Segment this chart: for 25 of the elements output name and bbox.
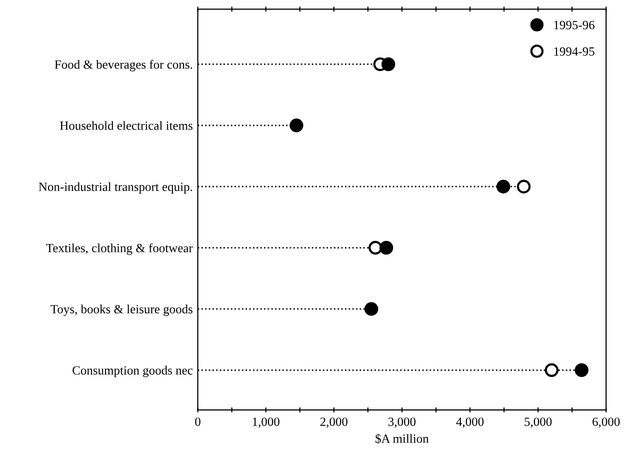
legend-label: 1994-95 xyxy=(554,47,594,56)
point xyxy=(290,118,304,132)
point xyxy=(496,180,510,194)
point xyxy=(516,180,531,194)
y-tick-label: Household electrical items xyxy=(60,121,192,130)
point xyxy=(379,240,394,255)
x-tick-label: 6,000 xyxy=(592,418,620,428)
x-tick-label: 2,000 xyxy=(320,418,348,428)
x-tick-label: 0 xyxy=(195,418,200,426)
x-tick-label: 4,000 xyxy=(456,418,484,428)
y-tick-label: Toys, books & leisure goods xyxy=(50,304,192,316)
x-tick-label: 5,000 xyxy=(524,418,552,428)
point xyxy=(381,57,396,72)
x-tick-label: 3,000 xyxy=(388,418,416,428)
point xyxy=(364,302,378,316)
x-tick-label: 1,000 xyxy=(252,418,280,428)
point xyxy=(368,240,382,255)
legend-label: 1995-96 xyxy=(554,20,594,30)
y-tick-label: Textiles, clothing & footwear xyxy=(46,243,193,255)
x-axis-title: $A million xyxy=(376,434,429,444)
point xyxy=(544,363,559,377)
y-tick-label: Food & beverages for cons. xyxy=(54,60,192,72)
point xyxy=(574,363,588,377)
y-tick-label: Non-industrial transport equip. xyxy=(38,182,192,194)
y-tick-label: Consumption goods nec xyxy=(72,366,193,378)
